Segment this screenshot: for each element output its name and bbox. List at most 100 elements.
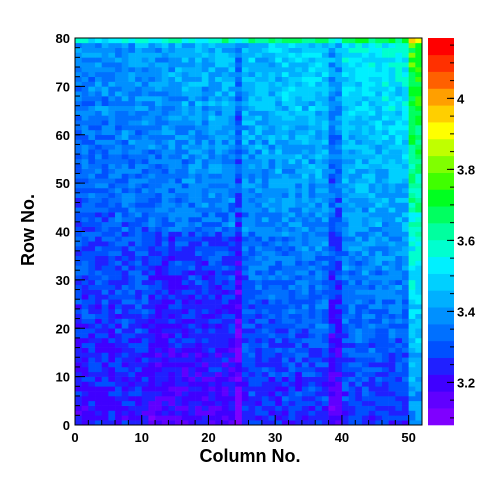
- heatmap-cell: [341, 178, 349, 184]
- heatmap-cell: [235, 216, 243, 223]
- heatmap-cell: [268, 115, 276, 121]
- heatmap-cell: [255, 125, 263, 131]
- heatmap-cell: [401, 357, 409, 363]
- heatmap-cell: [95, 154, 102, 160]
- heatmap-cell: [195, 183, 203, 189]
- heatmap-cell: [135, 231, 143, 237]
- heatmap-cell: [381, 395, 389, 402]
- heatmap-cell: [355, 371, 363, 377]
- heatmap-cell: [381, 308, 389, 315]
- heatmap-cell: [155, 212, 163, 218]
- heatmap-cell: [221, 313, 229, 319]
- heatmap-cell: [375, 420, 383, 426]
- heatmap-cell: [248, 134, 256, 140]
- heatmap-cell: [228, 308, 236, 315]
- heatmap-cell: [361, 149, 369, 155]
- heatmap-cell: [188, 115, 196, 121]
- heatmap-cell: [248, 400, 256, 406]
- heatmap-cell: [181, 158, 189, 165]
- heatmap-cell: [215, 216, 223, 223]
- heatmap-cell: [301, 221, 309, 227]
- heatmap-cell: [315, 275, 323, 281]
- heatmap-cell: [181, 279, 189, 286]
- heatmap-cell: [141, 178, 149, 184]
- heatmap-cell: [268, 42, 276, 48]
- heatmap-cell: [181, 376, 189, 382]
- heatmap-cell: [315, 405, 323, 411]
- heatmap-cell: [181, 91, 189, 97]
- heatmap-cell: [268, 279, 276, 286]
- heatmap-cell: [115, 154, 123, 160]
- heatmap-cell: [95, 221, 102, 227]
- heatmap-cell: [368, 366, 376, 373]
- heatmap-cell: [115, 400, 123, 406]
- heatmap-cell: [115, 391, 123, 397]
- heatmap-cell: [335, 337, 343, 344]
- heatmap-cell: [328, 294, 336, 300]
- heatmap-cell: [221, 395, 229, 402]
- heatmap-cell: [295, 352, 303, 358]
- heatmap-cell: [348, 212, 356, 218]
- heatmap-cell: [228, 110, 236, 116]
- heatmap-cell: [161, 381, 169, 387]
- heatmap-cell: [301, 362, 309, 368]
- heatmap-cell: [288, 144, 296, 150]
- heatmap-cell: [88, 420, 96, 426]
- heatmap-cell: [408, 71, 416, 77]
- heatmap-cell: [195, 168, 203, 174]
- heatmap-cell: [181, 410, 189, 416]
- heatmap-cell: [168, 299, 176, 305]
- heatmap-cell: [135, 260, 143, 266]
- heatmap-cell: [395, 71, 403, 77]
- heatmap-cell: [201, 178, 209, 184]
- heatmap-cell: [348, 216, 356, 223]
- heatmap-cell: [241, 221, 249, 227]
- heatmap-cell: [195, 260, 203, 266]
- heatmap-cell: [75, 91, 82, 97]
- heatmap-cell: [168, 115, 176, 121]
- heatmap-cell: [208, 357, 216, 363]
- heatmap-cell: [308, 284, 316, 290]
- heatmap-cell: [375, 168, 383, 174]
- heatmap-cell: [208, 381, 216, 387]
- heatmap-cell: [201, 100, 209, 107]
- heatmap-cell: [308, 67, 316, 73]
- heatmap-cell: [235, 110, 243, 116]
- heatmap-cell: [155, 42, 163, 48]
- heatmap-cell: [375, 357, 383, 363]
- heatmap-cell: [388, 333, 396, 339]
- heatmap-cell: [141, 38, 149, 44]
- heatmap-cell: [281, 168, 289, 174]
- heatmap-cell: [408, 134, 416, 140]
- heatmap-cell: [208, 125, 216, 131]
- heatmap-cell: [215, 81, 223, 87]
- heatmap-cell: [241, 110, 249, 116]
- heatmap-cell: [188, 192, 196, 198]
- heatmap-cell: [135, 410, 143, 416]
- heatmap-cell: [261, 376, 269, 382]
- heatmap-cell: [268, 308, 276, 315]
- heatmap-cell: [95, 42, 102, 48]
- heatmap-cell: [115, 125, 123, 131]
- heatmap-cell: [168, 125, 176, 131]
- heatmap-cell: [181, 154, 189, 160]
- heatmap-cell: [368, 415, 376, 421]
- heatmap-cell: [155, 410, 163, 416]
- heatmap-cell: [135, 71, 143, 77]
- heatmap-cell: [88, 115, 96, 121]
- heatmap-cell: [315, 144, 323, 150]
- heatmap-cell: [128, 395, 136, 402]
- heatmap-cell: [101, 76, 109, 82]
- heatmap-cell: [295, 265, 303, 271]
- heatmap-cell: [155, 100, 163, 107]
- heatmap-cell: [241, 163, 249, 169]
- heatmap-cell: [81, 308, 89, 315]
- heatmap-cell: [148, 81, 156, 87]
- heatmap-cell: [381, 323, 389, 329]
- heatmap-cell: [275, 376, 283, 382]
- heatmap-cell: [81, 255, 89, 261]
- heatmap-cell: [281, 284, 289, 290]
- heatmap-cell: [208, 333, 216, 339]
- heatmap-cell: [128, 212, 136, 218]
